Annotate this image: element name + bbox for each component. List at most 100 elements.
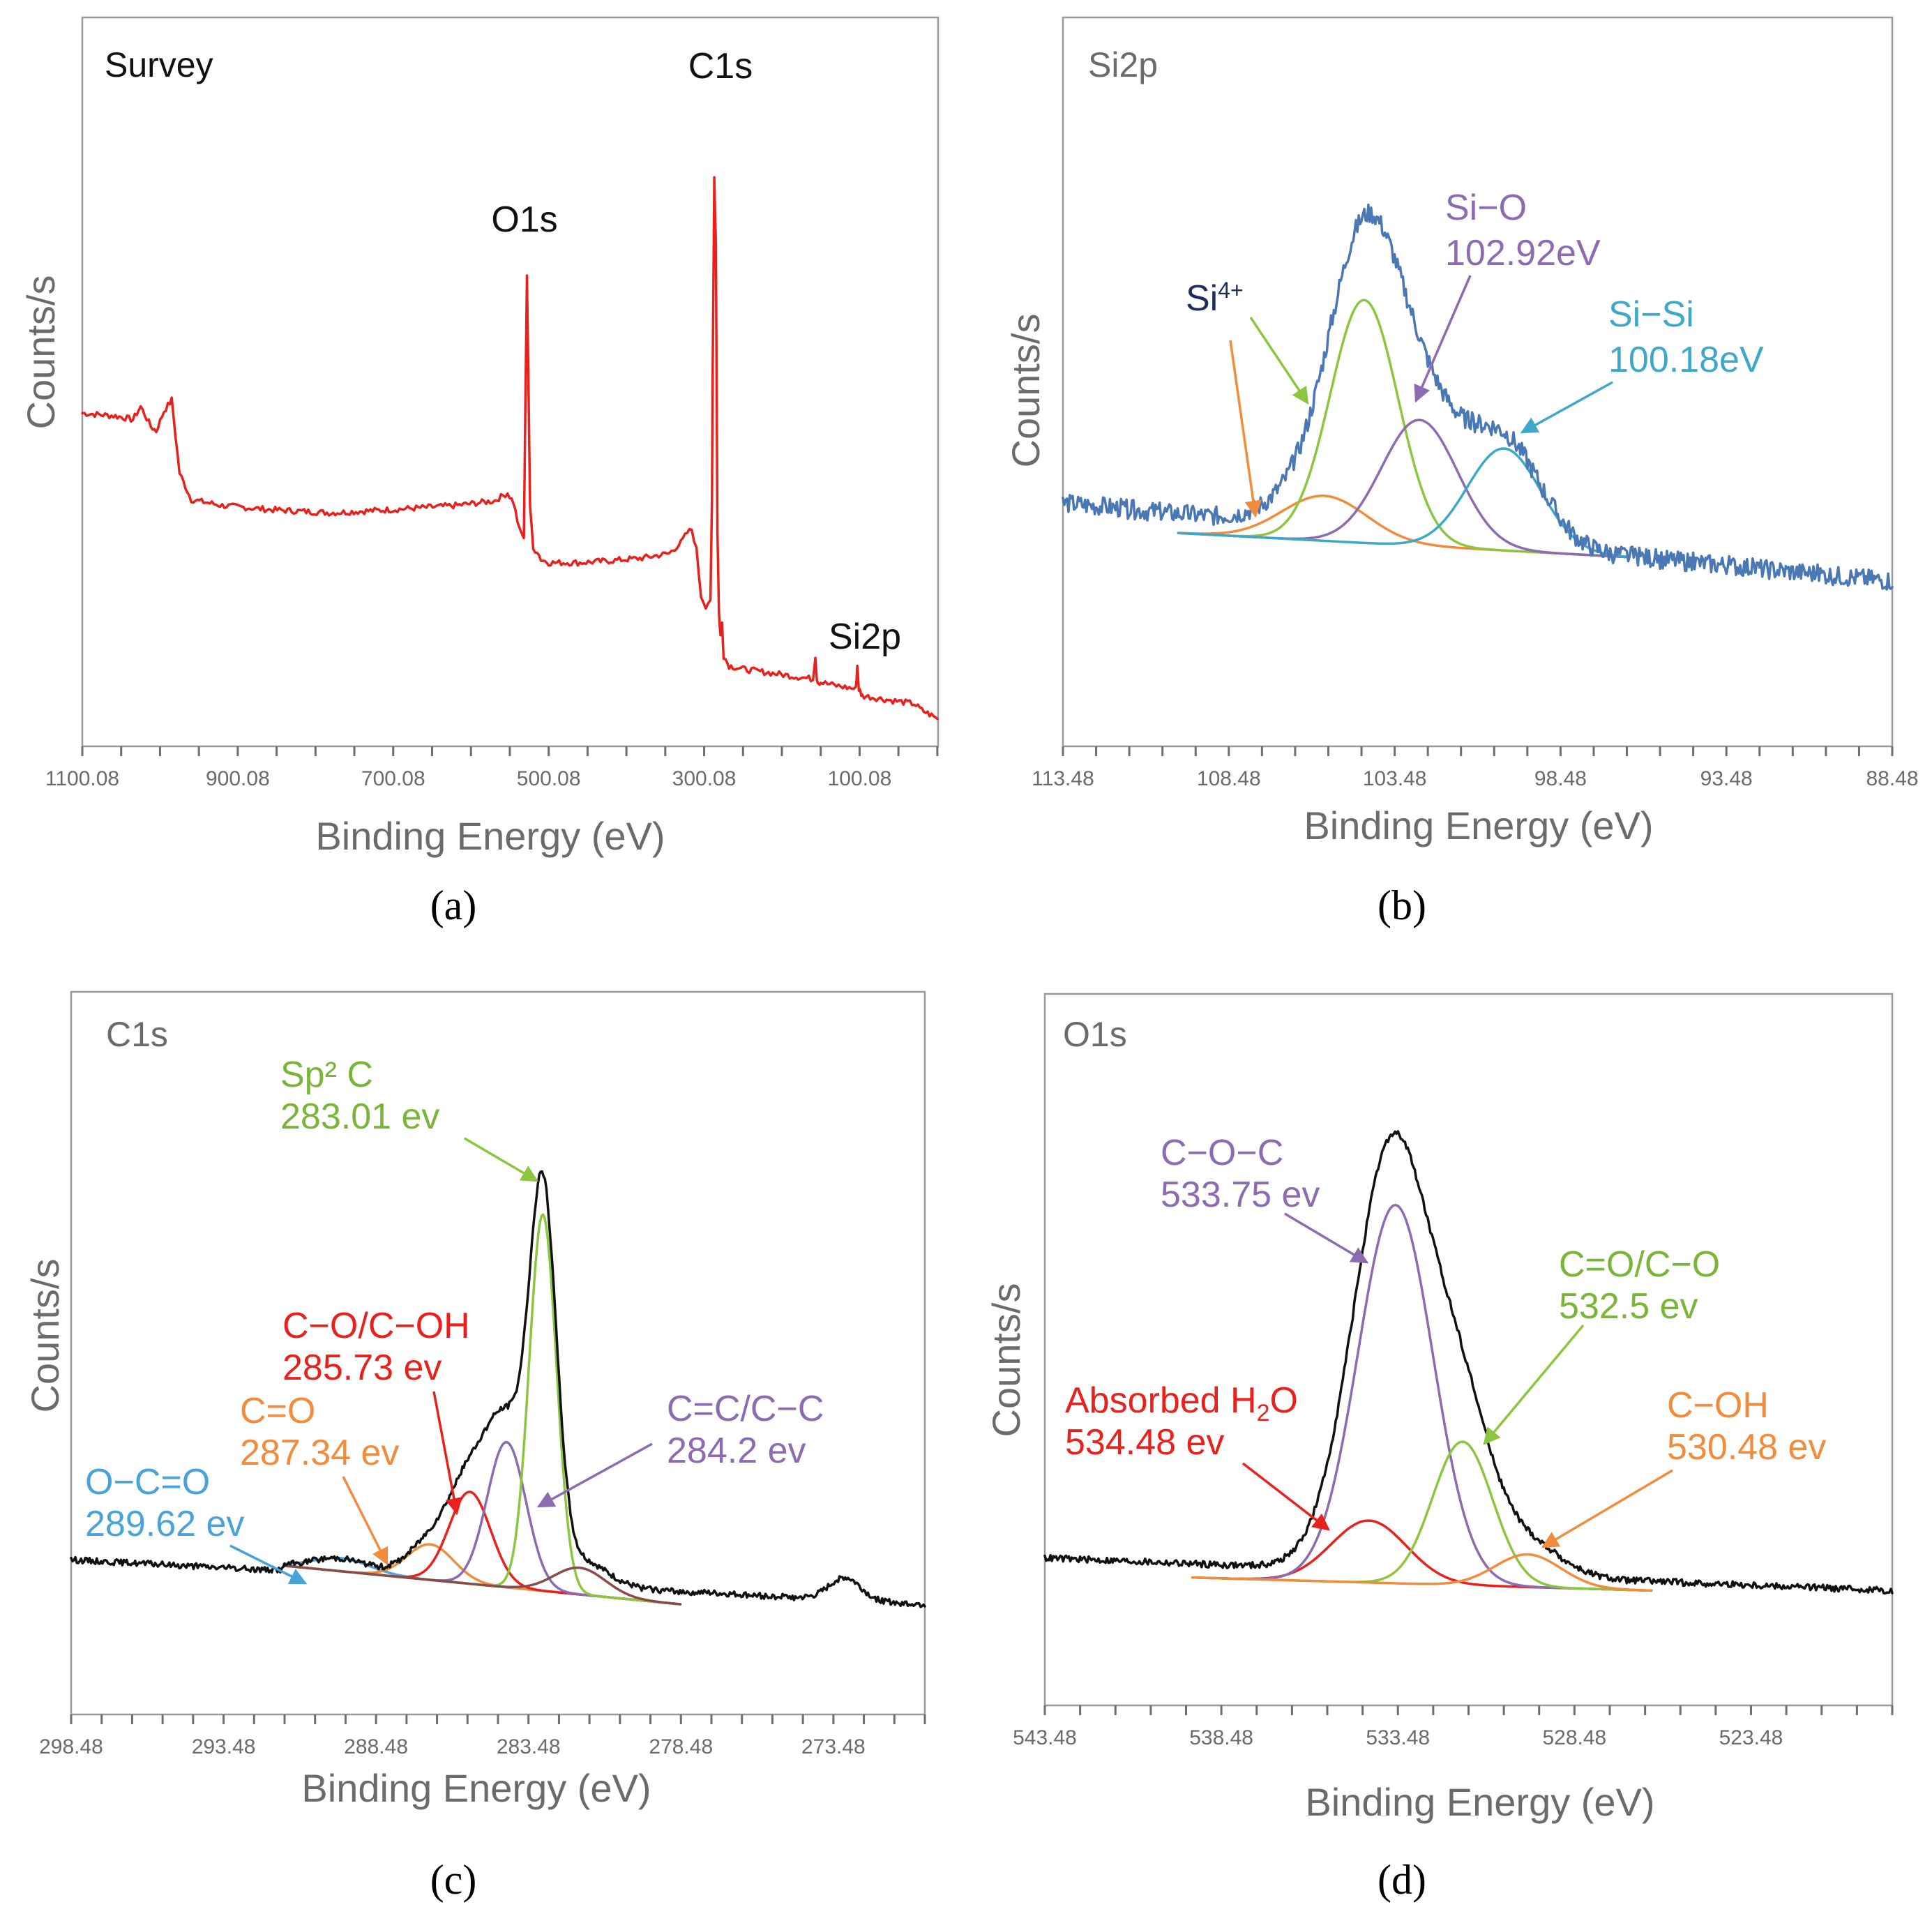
panel-d-plot-area	[1043, 993, 1894, 1707]
panel-c-arrow-co	[432, 1391, 462, 1516]
panel-d-label-cdoco: C=O/C−O	[1559, 1244, 1720, 1285]
panel-c-y-axis-label: Counts/s	[23, 1259, 67, 1413]
panel-a-ticks: 1100.08 900.08 700.08 500.08 300.08 100.08	[45, 746, 939, 790]
panel-d-label-coc: C−O−C	[1161, 1133, 1283, 1173]
panel-d-label-coh: C−OH	[1667, 1385, 1769, 1426]
panel-d-envelope-line	[1043, 1130, 1894, 1595]
panel-c-label-cc-value: 284.2 ev	[667, 1431, 806, 1471]
panel-b-plot-area	[1062, 16, 1894, 748]
panel-d-label-h2o: Absorbed H2O	[1065, 1380, 1298, 1426]
panel-b-curves	[1062, 203, 1894, 591]
panel-d-x-axis-label: Binding Energy (eV)	[1305, 1780, 1654, 1824]
panel-c-label-sp2c-value: 283.01 ev	[280, 1096, 439, 1137]
panel-c: 298.48 293.48 288.48 283.48 278.48 273.48 C1s…	[23, 990, 926, 1903]
panel-d-x-tick-label: 523.48	[1719, 1726, 1783, 1749]
panel-a: 1100.08 900.08 700.08 500.08 300.08 100.08 Su…	[19, 16, 939, 928]
panel-b-envelope-line	[1062, 203, 1894, 591]
panel-c-x-tick-label: 273.48	[801, 1735, 866, 1758]
panel-d-label-cdoco-value: 532.5 ev	[1559, 1286, 1698, 1327]
panel-b-x-tick-label: 88.48	[1866, 767, 1918, 790]
panel-a-x-tick-label: 700.08	[361, 767, 425, 790]
panel-b-arrow-si4-green	[1249, 317, 1309, 405]
panel-a-y-axis-label: Counts/s	[19, 276, 63, 430]
panel-d-y-axis-label: Counts/s	[984, 1283, 1028, 1438]
panel-b-title: Si2p	[1088, 45, 1158, 84]
panel-c-title: C1s	[106, 1015, 168, 1054]
panel-d-label-h2o-text: Absorbed H	[1065, 1380, 1257, 1421]
panel-c-curves	[70, 1170, 926, 1608]
panel-a-label-o1s: O1s	[491, 199, 557, 240]
panel-d-label-h2o-tail: O	[1270, 1380, 1298, 1421]
panel-a-x-tick-label: 300.08	[672, 767, 737, 790]
panel-d-label-h2o-value: 534.48 ev	[1065, 1422, 1224, 1463]
panel-b-x-tick-label: 93.48	[1700, 767, 1753, 790]
panel-b-x-tick-label: 98.48	[1534, 767, 1587, 790]
panel-a-title: Survey	[105, 45, 213, 84]
panel-c-x-tick-label: 298.48	[39, 1735, 103, 1758]
panel-a-x-tick-label: 900.08	[206, 767, 270, 790]
panel-b-arrow-sio	[1414, 275, 1472, 403]
panel-d-arrow-coh	[1541, 1469, 1673, 1548]
panel-d-label-h2o-sub: 2	[1257, 1400, 1270, 1426]
panel-a-x-tick-label: 500.08	[517, 767, 581, 790]
panel-d-x-tick-label: 528.48	[1542, 1726, 1606, 1749]
panel-c-component-shake-up	[282, 1564, 682, 1606]
panel-d-label-coh-value: 530.48 ev	[1667, 1427, 1826, 1468]
panel-d-label-coc-value: 533.75 ev	[1161, 1175, 1320, 1215]
panel-b-label-sisi-value: 100.18eV	[1608, 340, 1764, 380]
panel-d-x-tick-label: 533.48	[1366, 1726, 1430, 1749]
panel-c-arrow-sp2c	[464, 1137, 539, 1182]
panel-c-arrow-cc	[536, 1442, 653, 1508]
panel-c-x-tick-label: 293.48	[192, 1735, 256, 1758]
panel-c-arrow-oco	[229, 1544, 308, 1585]
panel-b-label-si4-text: Si	[1186, 278, 1218, 319]
panel-b-label-sio: Si−O	[1445, 188, 1527, 228]
panel-a-caption: (a)	[430, 882, 477, 928]
panel-c-caption: (c)	[430, 1857, 477, 1903]
panel-b-label-sio-value: 102.92eV	[1445, 233, 1601, 273]
panel-d-caption: (d)	[1378, 1857, 1426, 1903]
panel-a-curves	[81, 176, 939, 721]
panel-d-arrow-h2o	[1242, 1462, 1330, 1531]
panel-c-label-oco-value: 289.62 ev	[85, 1504, 244, 1544]
panel-c-label-co-value: 285.73 ev	[282, 1348, 442, 1388]
panel-c-ticks: 298.48 293.48 288.48 283.48 278.48 273.48	[39, 1714, 926, 1758]
panel-b-label-si4-sup: 4+	[1218, 278, 1243, 303]
panel-c-x-axis-label: Binding Energy (eV)	[301, 1766, 651, 1810]
panel-b-label-si4: Si4+	[1186, 278, 1244, 319]
panel-c-label-cdo: C=O	[240, 1391, 315, 1431]
panel-a-plot-area	[81, 16, 939, 748]
panel-a-label-si2p: Si2p	[829, 617, 901, 657]
panel-b-component-si-si	[1177, 447, 1628, 558]
panel-a-survey-line	[81, 176, 939, 721]
panel-c-label-oco: O−C=O	[85, 1462, 210, 1502]
panel-a-x-tick-label: 100.08	[828, 767, 892, 790]
panel-c-envelope-line	[70, 1170, 926, 1608]
panel-b-label-sisi: Si−Si	[1608, 294, 1694, 335]
panel-c-x-tick-label: 278.48	[649, 1735, 713, 1758]
panel-d-title: O1s	[1063, 1015, 1127, 1054]
panel-d: 543.48 538.48 533.48 528.48 523.48 O1s C−O−C…	[984, 993, 1894, 1903]
panel-d-x-tick-label: 543.48	[1013, 1726, 1077, 1749]
panel-b-x-tick-label: 113.48	[1032, 767, 1094, 790]
panel-c-label-sp2c: Sp² C	[280, 1055, 373, 1095]
panel-b-x-tick-label: 108.48	[1197, 767, 1261, 790]
panel-b-arrow-sisi	[1520, 381, 1613, 434]
panel-b-ticks: 113.48 108.48 103.48 98.48 93.48 88.48	[1032, 746, 1919, 790]
panel-d-x-tick-label: 538.48	[1189, 1726, 1253, 1749]
panel-d-arrow-cdoco	[1483, 1324, 1585, 1445]
panel-b-x-tick-label: 103.48	[1363, 767, 1427, 790]
panel-d-component-c-oh	[1191, 1553, 1653, 1592]
panel-c-x-tick-label: 288.48	[344, 1735, 408, 1758]
panel-a-x-tick-label: 1100.08	[45, 767, 119, 790]
panel-c-label-cdo-value: 287.34 ev	[240, 1433, 399, 1473]
panel-d-ticks: 543.48 538.48 533.48 528.48 523.48	[1013, 1705, 1894, 1749]
panel-c-x-tick-label: 283.48	[497, 1735, 561, 1758]
panel-a-x-axis-label: Binding Energy (eV)	[315, 814, 665, 858]
panel-c-plot-area	[70, 990, 926, 1716]
panel-a-label-c1s: C1s	[688, 46, 753, 86]
panel-b: 113.48 108.48 103.48 98.48 93.48 88.48 Si2p S…	[1004, 16, 1919, 928]
panel-c-label-co: C−O/C−OH	[282, 1306, 470, 1346]
panel-b-arrow-si4-orange	[1229, 340, 1262, 518]
